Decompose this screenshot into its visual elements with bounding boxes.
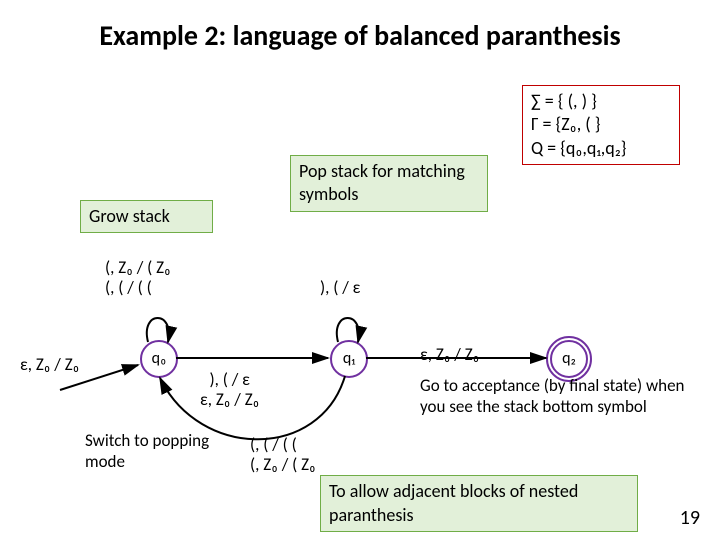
- switch-note: Switch to popping mode: [85, 430, 225, 473]
- q0-loop-1: (, Z₀ / ( Z₀: [105, 258, 171, 278]
- page-number: 19: [680, 506, 700, 530]
- definitions-box: ∑ = { (, ) } Γ = {Z₀, ( } Q = {q₀,q₁,q₂}: [522, 85, 680, 165]
- q0-to-q1-b: ε, Z₀ / Z₀: [200, 390, 259, 410]
- q1-to-q2-label: ε, Z₀ / Z₀: [420, 345, 479, 365]
- def-q: Q = {q₀,q₁,q₂}: [531, 137, 671, 160]
- grow-label-box: Grow stack: [80, 200, 213, 233]
- q0-loop-label: (, Z₀ / ( Z₀ (, ( / ( (: [105, 258, 171, 299]
- def-gamma: Γ = {Z₀, ( }: [531, 113, 671, 136]
- state-q0: q₀: [140, 340, 178, 378]
- q0-to-q1-label: ), ( / ε ε, Z₀ / Z₀: [200, 370, 259, 411]
- q1-to-q0-b: (, Z₀ / ( Z₀: [250, 455, 316, 475]
- state-q1: q₁: [330, 340, 368, 378]
- pop-label-box: Pop stack for matching symbols: [290, 155, 488, 212]
- def-sigma: ∑ = { (, ) }: [531, 90, 671, 113]
- accept-note: Go to acceptance (by final state) when y…: [420, 375, 705, 418]
- q1-loop-label: ), ( / ε: [320, 278, 360, 298]
- state-q2: q₂: [550, 340, 588, 378]
- q1-to-q0-label: (, ( / ( ( (, Z₀ / ( Z₀: [250, 435, 316, 476]
- q0-loop-2: (, ( / ( (: [105, 278, 171, 298]
- start-to-q0-label: ε, Z₀ / Z₀: [20, 355, 79, 375]
- q0-to-q1-a: ), ( / ε: [200, 370, 259, 390]
- q1-to-q0-a: (, ( / ( (: [250, 435, 316, 455]
- allow-label-box: To allow adjacent blocks of nested paran…: [320, 475, 638, 532]
- page-title: Example 2: language of balanced paranthe…: [40, 18, 680, 53]
